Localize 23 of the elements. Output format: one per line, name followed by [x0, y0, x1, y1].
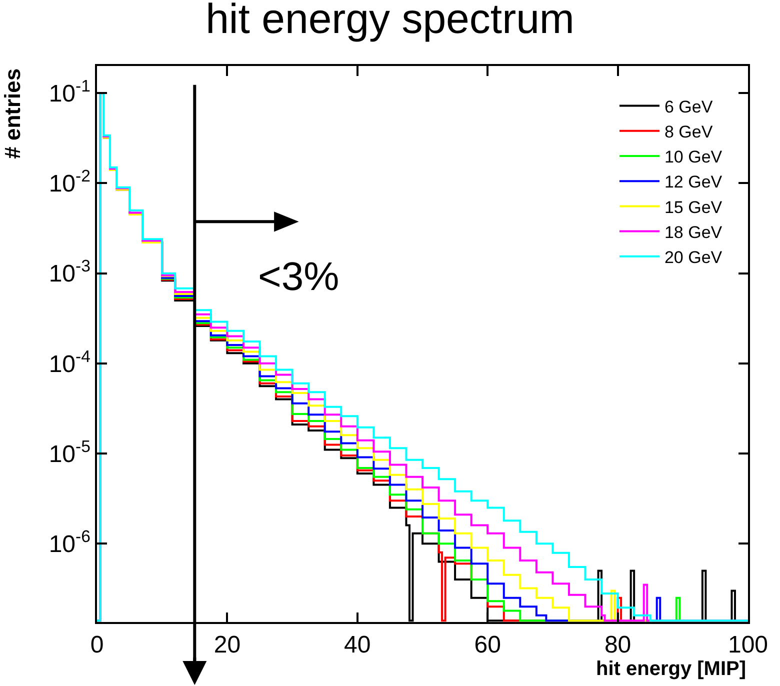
y-tick-label: 10$^{-2}$ — [48, 166, 90, 198]
y-tick-label: 10$^{-5}$ — [48, 436, 90, 468]
x-tick-label: 100 — [728, 632, 768, 659]
x-tick-label: 0 — [90, 632, 104, 659]
legend-label: 20 GeV — [664, 248, 723, 268]
chart-title: hit energy spectrum — [206, 0, 574, 42]
x-axis-title: hit energy [MIP] — [596, 658, 746, 680]
x-tick-label: 60 — [474, 632, 501, 659]
legend-label: 18 GeV — [664, 222, 723, 242]
y-tick-label: 10$^{-4}$ — [48, 346, 90, 378]
x-tick-label: 20 — [214, 632, 241, 659]
legend-label: 10 GeV — [664, 148, 723, 167]
legend-label: 12 GeV — [664, 172, 723, 192]
x-tick-label: 80 — [604, 632, 632, 659]
y-tick-label: 10$^{-6}$ — [48, 526, 90, 558]
x-tick-label: 40 — [344, 632, 371, 659]
y-axis-title: # entries — [0, 68, 25, 159]
legend-label: 6 GeV — [664, 97, 714, 116]
legend-label: 15 GeV — [664, 198, 723, 217]
legend-label: 8 GeV — [664, 122, 714, 142]
annotation: <3% — [258, 255, 340, 299]
y-tick-label: 10$^{-3}$ — [48, 256, 90, 288]
y-tick-label: 10$^{-1}$ — [48, 76, 90, 108]
